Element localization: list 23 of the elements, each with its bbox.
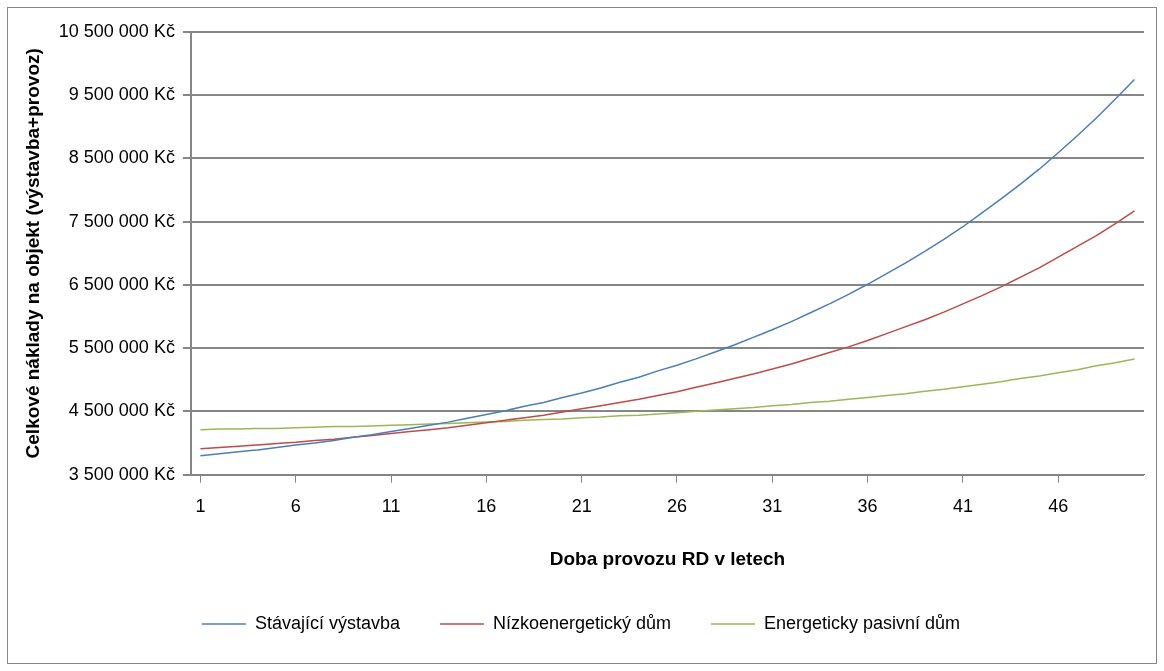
y-tick-label: 3 500 000 Kč: [68, 463, 175, 484]
y-tick-label: 5 500 000 Kč: [68, 337, 175, 358]
x-tick-label: 31: [762, 496, 783, 517]
x-axis-title: Doba provozu RD v letech: [549, 547, 786, 569]
x-tick-label: 6: [290, 496, 301, 517]
y-tick-label: 4 500 000 Kč: [68, 400, 175, 421]
legend-label: Nízkoenergetický dům: [492, 612, 672, 633]
x-tick-label: 11: [381, 496, 401, 517]
y-tick-label: 8 500 000 Kč: [68, 147, 175, 168]
x-tick-label: 26: [666, 496, 687, 517]
y-tick-label: 7 500 000 Kč: [68, 210, 175, 231]
y-tick-label: 6 500 000 Kč: [68, 273, 175, 294]
x-tick-label: 46: [1048, 496, 1069, 517]
legend-label: Energeticky pasivní dům: [764, 612, 961, 633]
x-tick-label: 36: [857, 496, 878, 517]
y-axis-title: Celkové náklady na objekt (výstavba+provoz): [21, 48, 43, 459]
x-tick-label: 41: [952, 496, 973, 517]
y-tick-label: 10 500 000 Kč: [58, 20, 175, 41]
x-tick-label: 16: [476, 496, 497, 517]
x-tick-label: 1: [195, 496, 206, 517]
y-tick-label: 9 500 000 Kč: [68, 84, 175, 105]
legend-label: Stávající výstavba: [254, 612, 401, 633]
x-tick-label: 21: [571, 496, 592, 517]
